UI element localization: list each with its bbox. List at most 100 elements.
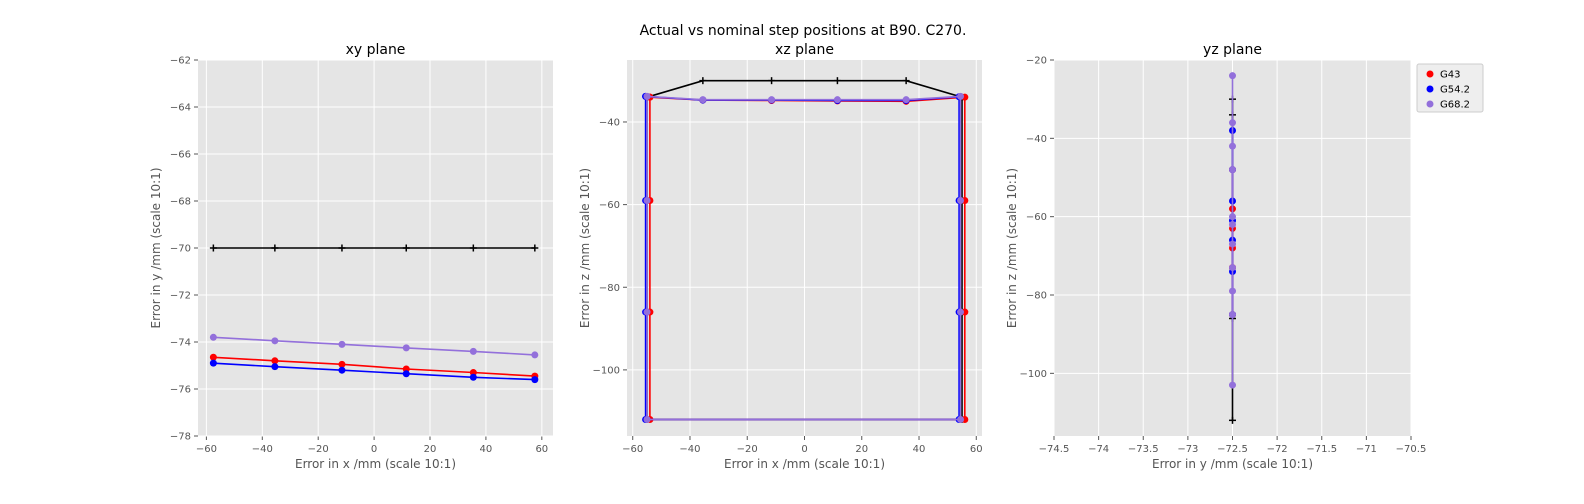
x-tick-label: −73.5 [1128, 444, 1159, 455]
legend-marker [1426, 85, 1434, 93]
y-tick-label: −80 [599, 283, 620, 294]
subplot-1: −60 −40 −20 0 20 40 60 −100 −80 −60 −40 xz plane Err… [578, 42, 983, 471]
x-tick-label: 0 [371, 444, 377, 455]
y-tick-label: −20 [1026, 56, 1047, 67]
nominal-point [402, 244, 410, 252]
nominal-point [902, 77, 910, 85]
data-point [531, 351, 539, 359]
x-tick-label: 60 [535, 444, 548, 455]
x-tick-label: −73 [1177, 444, 1198, 455]
data-point [209, 353, 217, 361]
x-tick-label: −60 [196, 444, 217, 455]
y-tick-label: −60 [1026, 212, 1047, 223]
x-tick-label: −70.5 [1396, 444, 1427, 455]
data-point [469, 373, 477, 381]
y-tick-label: −80 [1026, 291, 1047, 302]
data-point [271, 337, 279, 345]
legend-entry: G43 [1440, 70, 1460, 81]
data-point [209, 359, 217, 367]
legend-entry: G54.2 [1440, 85, 1470, 96]
x-tick-label: −71 [1356, 444, 1377, 455]
data-point [1229, 119, 1236, 127]
legend-marker [1426, 70, 1434, 78]
series-G68.2 [209, 333, 539, 359]
y-tick-label: −78 [170, 432, 191, 443]
x-tick-label: −71.5 [1306, 444, 1337, 455]
x-tick-label: −72.5 [1217, 444, 1248, 455]
x-tick-label: −74.5 [1039, 444, 1070, 455]
data-point [902, 96, 910, 104]
nominal-point [469, 244, 477, 252]
data-point [1229, 287, 1236, 295]
subplot-title: xy plane [346, 42, 406, 58]
data-point [209, 333, 217, 341]
data-point [957, 308, 965, 316]
data-point [338, 340, 346, 348]
y-tick-label: −66 [170, 150, 191, 161]
data-point [957, 415, 965, 423]
data-point [338, 366, 346, 374]
data-point [1229, 381, 1236, 389]
x-tick-label: −40 [252, 444, 273, 455]
subplot-title: xz plane [775, 42, 834, 58]
y-tick-label: −100 [593, 365, 620, 376]
y-axis-label: Error in z /mm (scale 10:1) [1005, 168, 1019, 328]
data-point [402, 344, 410, 352]
data-point [643, 415, 651, 423]
y-tick-label: −40 [599, 117, 620, 128]
data-point [338, 360, 346, 368]
legend-marker [1426, 100, 1434, 108]
legend-frame [1416, 63, 1484, 113]
series-line [213, 362, 535, 381]
y-axis-label: Error in y /mm (scale 10:1) [149, 167, 163, 328]
x-tick-label: −20 [308, 444, 329, 455]
nominal-point [209, 244, 217, 252]
figure-suptitle: Actual vs nominal step positions at B90.… [640, 23, 967, 39]
y-axis-label: Error in z /mm (scale 10:1) [578, 168, 592, 328]
y-tick-label: −64 [170, 103, 191, 114]
subplot-title: yz plane [1203, 42, 1262, 58]
data-point [271, 357, 279, 365]
data-point [1229, 221, 1236, 228]
x-tick-label: −20 [737, 444, 758, 455]
data-point [1229, 166, 1236, 174]
x-tick-label: 60 [970, 444, 983, 455]
nominal-point [833, 77, 841, 85]
data-point [643, 92, 651, 100]
data-point [1229, 240, 1236, 248]
nominal-point [699, 77, 707, 85]
y-tick-label: −40 [1026, 134, 1047, 145]
y-tick-label: −76 [170, 385, 191, 396]
x-tick-label: −72 [1267, 444, 1288, 455]
x-tick-label: 40 [913, 444, 926, 455]
x-tick-label: 0 [801, 444, 807, 455]
data-point [1229, 72, 1236, 80]
y-tick-label: −72 [170, 291, 191, 302]
subplot-0: −60 −40 −20 0 20 40 60 −78 −76 −74 −72 −70 −68 −66 −64… [149, 42, 553, 471]
y-tick-label: −100 [1020, 369, 1047, 380]
data-point [957, 196, 965, 204]
subplot-2: −74.5 −74 −73.5 −73 −72.5 −72 −71.5 −71 −70.5 −10… [1005, 42, 1426, 471]
y-tick-label: −60 [599, 200, 620, 211]
legend-entry: G68.2 [1440, 100, 1470, 111]
nominal-point [338, 244, 346, 252]
y-tick-label: −70 [170, 244, 191, 255]
series-line [213, 336, 535, 356]
data-point [402, 370, 410, 378]
series-nominal [209, 244, 539, 252]
data-point [833, 96, 841, 104]
x-tick-label: −40 [679, 444, 700, 455]
data-point [271, 363, 279, 371]
x-axis-label: Error in y /mm (scale 10:1) [1152, 457, 1313, 471]
x-axis-label: Error in x /mm (scale 10:1) [295, 457, 456, 471]
nominal-point [271, 244, 279, 252]
series-G68.2 [1229, 72, 1236, 389]
data-point [1229, 264, 1236, 272]
data-point [699, 96, 707, 104]
data-point [643, 196, 651, 204]
y-tick-label: −62 [170, 56, 191, 67]
data-point [1229, 142, 1236, 150]
x-tick-label: 20 [855, 444, 868, 455]
series-G54.2 [209, 359, 539, 384]
subplot-group: −60 −40 −20 0 20 40 60 −78 −76 −74 −72 −70 −68 −66 −64… [149, 42, 1426, 471]
